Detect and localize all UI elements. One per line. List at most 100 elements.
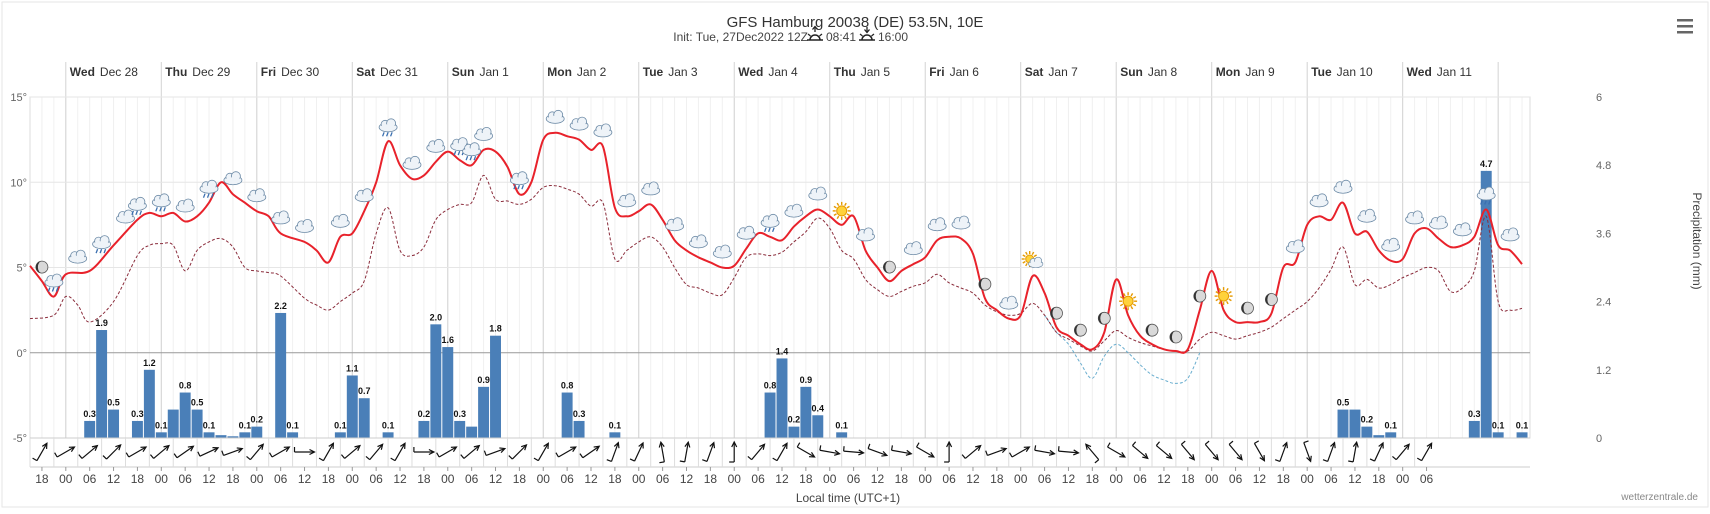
x-tick-label: 12	[489, 472, 503, 486]
x-tick-label: 12	[393, 472, 407, 486]
x-tick-label: 18	[895, 472, 909, 486]
precip-label: 0.4	[812, 403, 825, 413]
precip-bar	[275, 313, 286, 438]
precip-bar	[144, 370, 155, 438]
precip-label: 0.8	[764, 381, 777, 391]
precip-label: 2.2	[274, 301, 287, 311]
precip-bar	[347, 375, 358, 438]
wind-barb	[892, 445, 893, 450]
x-tick-label: 06	[560, 472, 574, 486]
precip-bar	[812, 415, 823, 438]
x-tick-label: 18	[990, 472, 1004, 486]
x-tick-label: 12	[202, 472, 216, 486]
cloud-fill	[738, 232, 754, 239]
precip-bar	[442, 347, 453, 438]
x-tick-label: 12	[107, 472, 121, 486]
cloud-fill	[1454, 228, 1470, 235]
y-axis-right-title: Precipitation (mm)	[1690, 192, 1704, 289]
cloud-fill	[1359, 215, 1375, 222]
day-dow: Wed	[1407, 65, 1432, 79]
precip-label: 1.1	[346, 363, 359, 373]
precip-label: 0.3	[83, 409, 96, 419]
day-dow: Tue	[643, 65, 664, 79]
cloud-fill	[332, 220, 348, 227]
precip-label: 0.2	[251, 415, 264, 425]
precip-bar	[108, 410, 119, 438]
x-tick-label: 00	[1396, 472, 1410, 486]
cloud-fill	[571, 123, 587, 130]
x-tick-label: 00	[1301, 472, 1315, 486]
day-dow: Thu	[165, 65, 187, 79]
precip-label: 0.7	[358, 386, 371, 396]
x-tick-label: 06	[847, 472, 861, 486]
precip-label: 0.2	[788, 415, 801, 425]
cloud-fill	[1029, 262, 1042, 268]
precip-label: 1.6	[442, 335, 455, 345]
precip-bar	[383, 432, 394, 438]
wind-barb	[1035, 445, 1036, 450]
day-date: Jan 9	[1245, 65, 1275, 79]
day-date: Jan 2	[577, 65, 607, 79]
cloud-fill	[905, 247, 921, 254]
precip-label: 1.4	[776, 346, 789, 356]
x-tick-label: 06	[656, 472, 670, 486]
precip-bar	[287, 432, 298, 438]
day-date: Dec 31	[380, 65, 418, 79]
cloud-fill	[786, 210, 802, 217]
day-label-12: Mon Jan 9	[1216, 65, 1275, 79]
precip-bar	[418, 421, 429, 438]
x-tick-label: 18	[799, 472, 813, 486]
day-dow: Mon	[1216, 65, 1241, 79]
y-right-tick: 2.4	[1596, 297, 1611, 309]
cloud-fill	[249, 194, 265, 201]
cloud-fill	[858, 233, 874, 240]
cloud-fill	[1335, 186, 1351, 193]
y-right-tick: 6	[1596, 92, 1602, 104]
moon-icon	[1051, 307, 1063, 319]
precip-bar	[1349, 410, 1360, 438]
precip-bar	[156, 432, 167, 438]
precip-label: 0.3	[453, 409, 466, 419]
x-axis-title: Local time (UTC+1)	[796, 491, 900, 505]
precip-bar	[574, 421, 585, 438]
hamburger-menu-icon[interactable]	[1672, 16, 1698, 38]
x-tick-label: 12	[1253, 472, 1267, 486]
cloud-fill	[667, 223, 683, 230]
cloud-fill	[464, 148, 480, 155]
precip-label: 0.2	[1361, 415, 1374, 425]
day-date: Jan 6	[950, 65, 980, 79]
precip-bar	[562, 393, 573, 438]
x-tick-label: 06	[1420, 472, 1434, 486]
x-tick-label: 00	[632, 472, 646, 486]
wind-barb	[680, 461, 685, 462]
precip-bar	[180, 393, 191, 438]
precip-bar	[192, 410, 203, 438]
day-date: Dec 29	[192, 65, 230, 79]
x-tick-label: 06	[942, 472, 956, 486]
moon-icon	[883, 261, 895, 273]
moon-icon	[1265, 294, 1277, 306]
day-label-6: Tue Jan 3	[643, 65, 698, 79]
precip-label: 0.5	[191, 398, 204, 408]
day-date: Jan 3	[668, 65, 698, 79]
precip-bar	[1361, 427, 1372, 438]
precip-bar	[359, 398, 370, 438]
precip-label: 0.3	[131, 409, 144, 419]
moon-icon	[979, 278, 991, 290]
cloud-fill	[643, 187, 659, 194]
x-tick-label: 06	[1229, 472, 1243, 486]
x-tick-label: 00	[823, 472, 837, 486]
x-tick-label: 18	[226, 472, 240, 486]
day-date: Jan 5	[861, 65, 891, 79]
day-date: Dec 30	[281, 65, 319, 79]
y-left-tick: 0°	[16, 348, 27, 360]
y-right-tick: 0	[1596, 433, 1602, 445]
precip-label: 0.1	[155, 420, 168, 430]
moon-icon	[1194, 290, 1206, 302]
x-tick-label: 00	[919, 472, 933, 486]
